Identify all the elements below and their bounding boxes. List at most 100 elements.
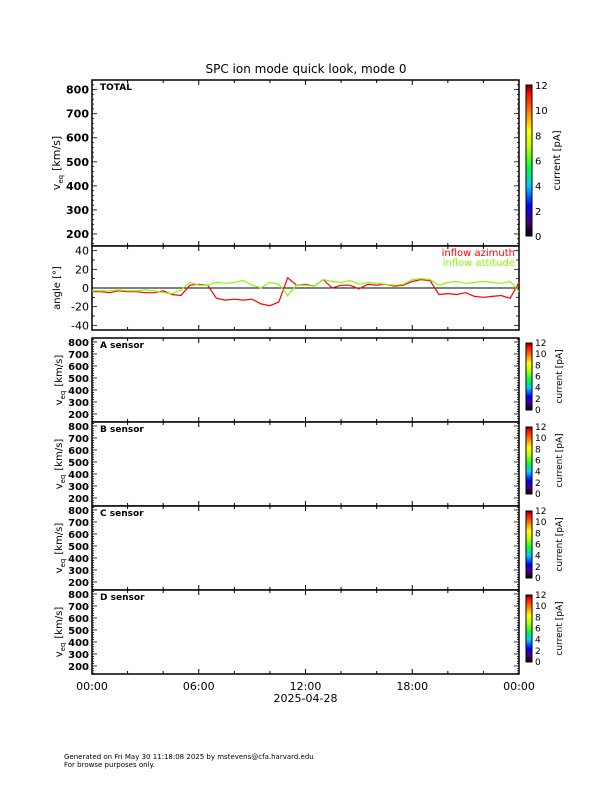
y-tick-label: 600	[68, 614, 89, 625]
colorbar-tick-label: 2	[535, 395, 541, 405]
y-axis-label-subscript: eq	[59, 643, 67, 652]
y-tick-label: 0	[82, 282, 89, 295]
y-axis-label: veq [km/s]	[54, 439, 67, 490]
y-tick-label: 20	[75, 263, 89, 276]
y-tick-label: -20	[71, 301, 89, 314]
colorbar-tick-label: 8	[535, 445, 541, 455]
panel-label: D sensor	[100, 593, 145, 603]
y-tick-label: 300	[68, 482, 89, 493]
y-tick-label: -40	[71, 319, 89, 332]
colorbar-tick-label: 8	[535, 361, 541, 371]
y-tick-label: 800	[68, 506, 89, 517]
y-axis-label-subscript: eq	[57, 175, 65, 184]
heatmap-panel-1	[91, 337, 520, 423]
colorbar-tick-label: 8	[535, 131, 541, 142]
x-date-label: 2025-04-28	[274, 692, 338, 705]
y-tick-label: 200	[68, 494, 89, 505]
y-axis-label-symbol: v	[54, 567, 65, 573]
y-tick-label: 700	[66, 108, 89, 121]
colorbar	[525, 426, 533, 495]
y-tick-label: 400	[68, 554, 89, 565]
colorbar-tick-label: 0	[535, 406, 541, 416]
legend-entry: inflow attitude	[443, 258, 515, 269]
y-axis-label-symbol: v	[54, 399, 65, 405]
y-tick-label: 700	[68, 434, 89, 445]
colorbar-tick-label: 0	[535, 574, 541, 584]
colorbar-tick-label: 2	[535, 563, 541, 573]
y-tick-label: 200	[68, 662, 89, 673]
y-tick-label: 200	[68, 410, 89, 421]
footer-note: For browse purposes only.	[64, 761, 155, 769]
colorbar-tick-label: 4	[535, 636, 541, 646]
y-tick-label: 700	[68, 602, 89, 613]
colorbar-tick-label: 0	[535, 490, 541, 500]
y-tick-label: 700	[68, 518, 89, 529]
y-tick-label: 400	[66, 180, 89, 193]
colorbar-tick-label: 10	[535, 602, 547, 612]
y-axis-label-unit: [km/s]	[54, 607, 65, 639]
colorbar-tick-label: 0	[535, 232, 541, 243]
heatmap-panel-0	[91, 79, 520, 247]
y-tick-label: 600	[68, 530, 89, 541]
colorbar-tick-label: 4	[535, 552, 541, 562]
heatmap-panel-3	[91, 505, 520, 591]
colorbar-label: current [pA]	[555, 349, 565, 403]
y-tick-label: 500	[68, 374, 89, 385]
y-tick-label: 400	[68, 470, 89, 481]
colorbar-tick-label: 8	[535, 613, 541, 623]
panel-label: A sensor	[100, 341, 145, 351]
colorbar-tick-label: 10	[535, 350, 547, 360]
colorbar-tick-label: 2	[535, 647, 541, 657]
colorbar-tick-label: 6	[535, 457, 541, 467]
y-tick-label: 200	[66, 228, 89, 241]
colorbar-label: current [pA]	[555, 601, 565, 655]
panel-label: TOTAL	[100, 83, 132, 93]
y-tick-label: 300	[68, 566, 89, 577]
y-axis-label-subscript: eq	[59, 475, 67, 484]
heatmap-panel-2	[91, 421, 520, 507]
y-axis-label: veq [km/s]	[50, 136, 65, 190]
y-axis-label-unit: [km/s]	[50, 136, 63, 171]
y-tick-label: 800	[68, 338, 89, 349]
colorbar-tick-label: 10	[535, 518, 547, 528]
colorbar-tick-label: 6	[535, 157, 541, 168]
y-tick-label: 300	[68, 398, 89, 409]
colorbar-tick-label: 6	[535, 373, 541, 383]
colorbar-tick-label: 12	[535, 591, 546, 601]
colorbar-tick-label: 12	[535, 81, 548, 92]
colorbar-label: current [pA]	[555, 517, 565, 571]
y-tick-label: 500	[68, 542, 89, 553]
colorbar-label: current [pA]	[552, 130, 563, 190]
y-tick-label: 600	[68, 446, 89, 457]
panel-label: C sensor	[100, 509, 144, 519]
colorbar-tick-label: 12	[535, 507, 546, 517]
y-axis-label: veq [km/s]	[54, 355, 67, 406]
y-axis-label-subscript: eq	[59, 391, 67, 400]
x-tick-label: 00:00	[76, 680, 108, 693]
y-axis-label-symbol: v	[54, 651, 65, 657]
colorbar	[525, 84, 533, 237]
colorbar-tick-label: 12	[535, 339, 546, 349]
y-tick-label: 800	[68, 422, 89, 433]
y-axis-label: veq [km/s]	[54, 607, 67, 658]
y-tick-label: 200	[68, 578, 89, 589]
y-tick-label: 500	[68, 458, 89, 469]
y-axis-label-unit: [km/s]	[54, 355, 65, 387]
series-line-inflow-azimuth	[92, 276, 520, 307]
colorbar-tick-label: 2	[535, 207, 541, 218]
x-tick-label: 12:00	[290, 680, 322, 693]
colorbar-tick-label: 4	[535, 468, 541, 478]
colorbar-tick-label: 12	[535, 423, 546, 433]
y-tick-label: 500	[68, 626, 89, 637]
y-axis-label-unit: [km/s]	[54, 439, 65, 471]
colorbar-tick-label: 4	[535, 384, 541, 394]
y-tick-label: 700	[68, 350, 89, 361]
y-axis-label-symbol: v	[54, 483, 65, 489]
y-tick-label: 40	[75, 245, 89, 258]
legend-entry: inflow azimuth	[442, 248, 515, 259]
colorbar-tick-label: 6	[535, 625, 541, 635]
colorbar-tick-label: 4	[535, 182, 541, 193]
x-tick-label: 06:00	[183, 680, 215, 693]
y-tick-label: 400	[68, 638, 89, 649]
